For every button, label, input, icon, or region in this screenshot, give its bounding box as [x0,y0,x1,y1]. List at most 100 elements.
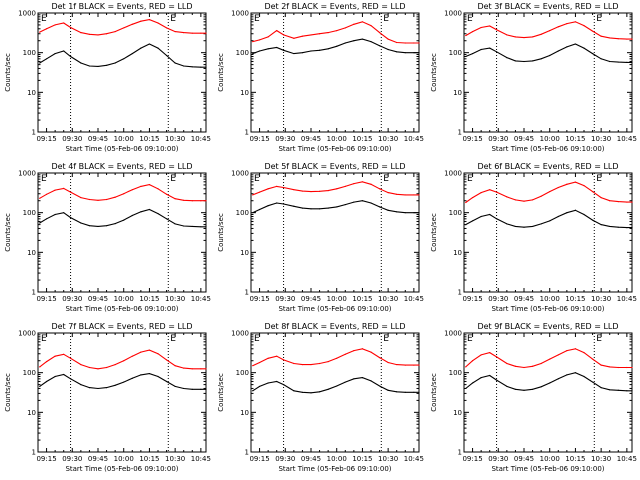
data-point-lld [258,39,261,41]
data-point-lld [413,42,415,44]
data-point-events [97,387,99,390]
y-tick-label: 1 [32,129,36,137]
data-point-lld [63,22,65,24]
data-point-lld [252,365,254,367]
x-axis-label: Start Time (05-Feb-06 09:10:00) [65,305,178,313]
data-point-events [174,385,176,388]
chart-svg: Det 4f BLACK = Events, RED = LLD 1 10 100 10… [4,162,211,313]
data-point-events [344,42,346,44]
data-point-events [88,225,91,227]
x-tick-label: 09:15 [249,135,269,143]
data-point-lld [97,34,99,36]
y-tick-label: 1 [458,129,462,137]
data-point-lld [123,27,125,29]
data-point-lld [471,196,474,199]
data-point-events [276,202,278,204]
data-point-lld [293,362,295,365]
detector-panel: Det 7f BLACK = Events, RED = LLD 1 10 100 10… [0,320,213,480]
data-point-lld [123,360,125,362]
data-point-lld [39,366,41,368]
data-point-events [531,60,534,62]
data-point-events [45,58,48,60]
data-point-lld [591,190,594,193]
chart-svg: Det 5f BLACK = Events, RED = LLD 1 10 100 10… [217,162,424,313]
e-marker-label: E [254,174,260,184]
data-point-events [413,391,415,393]
data-point-lld [69,191,72,193]
x-tick-label: 10:00 [327,455,347,463]
data-point-events [258,385,261,388]
series-line-lld [252,181,419,196]
data-point-events [45,380,48,383]
data-point-events [39,222,41,224]
data-point-lld [327,361,329,363]
data-point-events [114,62,116,64]
x-tick-label: 10:00 [327,295,347,303]
data-point-events [514,225,517,228]
x-axis-label: Start Time (05-Feb-06 09:10:00) [278,465,391,473]
data-point-events [310,392,312,394]
data-point-events [148,208,151,211]
x-tick-label: 09:15 [462,295,482,303]
e-marker-label: E [467,14,473,24]
data-point-lld [523,200,525,202]
data-point-lld [378,188,381,190]
data-point-lld [574,348,577,350]
data-point-lld [310,34,312,36]
data-point-lld [105,366,108,369]
data-point-lld [557,354,559,356]
data-point-lld [626,201,628,203]
data-point-lld [574,181,577,183]
x-tick-label: 09:45 [301,295,321,303]
series-line-events [39,373,206,390]
data-point-events [631,61,633,63]
data-point-events [574,372,577,374]
data-point-events [378,206,381,208]
data-point-lld [600,364,602,366]
data-point-events [540,58,542,60]
x-tick-label: 09:15 [36,295,56,303]
data-point-events [282,49,285,51]
e-marker-label: E [383,14,389,24]
y-tick-label: 10 [453,249,462,257]
data-point-lld [413,364,415,366]
x-tick-label: 09:30 [275,295,295,303]
series-line-lld [252,21,419,44]
data-point-lld [506,196,508,198]
data-point-events [583,375,585,378]
chart-svg: Det 3f BLACK = Events, RED = LLD 1 10 100 10… [430,2,637,153]
data-point-events [418,212,420,214]
data-point-lld [148,349,151,351]
y-axis-label: Counts/sec [430,53,438,92]
data-point-lld [557,186,559,189]
data-point-lld [531,199,534,201]
e-marker-label: E [596,174,602,184]
data-point-events [418,52,420,54]
y-tick-label: 100 [449,369,462,377]
x-tick-label: 10:45 [404,455,424,463]
x-tick-label: 09:15 [249,295,269,303]
x-tick-label: 10:45 [617,295,637,303]
data-point-events [600,387,602,389]
data-point-lld [165,193,168,195]
data-point-lld [88,198,91,201]
detector-panel: Det 9f BLACK = Events, RED = LLD 1 10 100 10… [426,320,639,480]
data-point-lld [549,190,551,193]
x-tick-label: 10:45 [404,295,424,303]
data-point-events [353,40,355,42]
data-point-events [404,212,406,214]
data-point-events [361,377,364,379]
data-point-lld [327,32,329,34]
data-point-lld [361,21,364,23]
data-point-events [69,217,72,219]
data-point-lld [54,355,56,357]
data-point-lld [418,364,420,366]
data-point-lld [282,186,285,189]
data-point-lld [387,38,389,40]
data-point-lld [63,353,65,355]
data-point-lld [131,355,133,357]
detector-panel: Det 6f BLACK = Events, RED = LLD 1 10 100 10… [426,160,639,320]
x-tick-label: 10:30 [591,135,611,143]
y-tick-label: 10 [240,89,249,97]
